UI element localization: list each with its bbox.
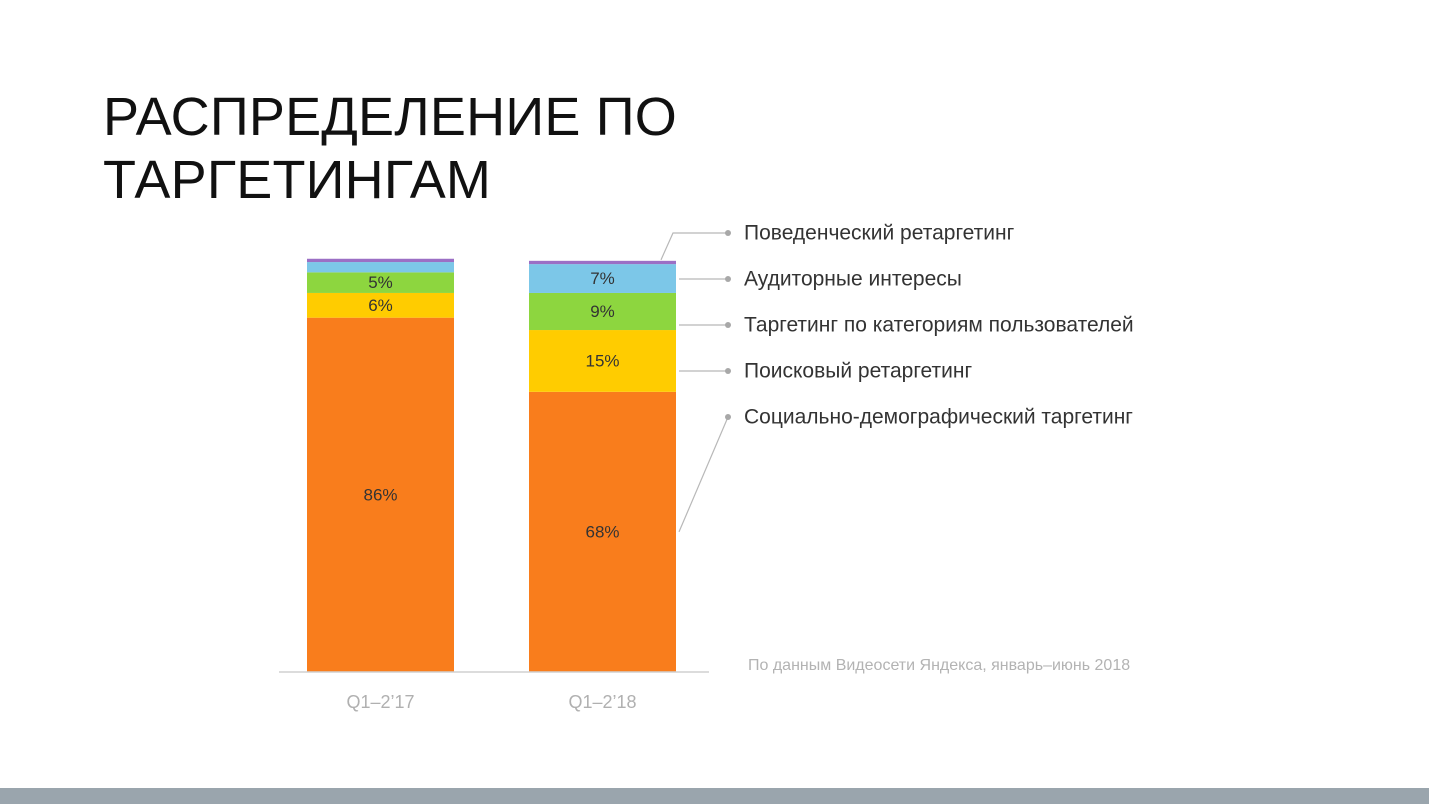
legend-dot-4 [725, 230, 731, 236]
bar-segment-1-1 [529, 330, 676, 392]
legend-dot-3 [725, 276, 731, 282]
data-label-1-3: 7% [590, 269, 615, 288]
bar-segment-1-0 [529, 391, 676, 672]
bar-segment-0-3 [307, 262, 454, 273]
data-label-1-1: 15% [585, 351, 619, 370]
legend-dot-0 [725, 414, 731, 420]
legend-dot-2 [725, 322, 731, 328]
bar-segment-1-4 [529, 260, 676, 265]
source-note: По данным Видеосети Яндекса, январь–июнь… [748, 657, 1131, 674]
legend-label-0: Социально-демографический таргетинг [744, 406, 1133, 429]
data-label-1-2: 9% [590, 302, 615, 321]
data-label-0-1: 6% [368, 296, 393, 315]
footer-bar [0, 788, 1429, 804]
category-label-0: Q1–2’17 [346, 692, 414, 712]
slide-title-line-1: РАСПРЕДЕЛЕНИЕ ПО [103, 87, 677, 147]
data-label-0-0: 86% [363, 485, 397, 504]
bar-segment-1-2 [529, 292, 676, 331]
bar-segment-0-4 [307, 258, 454, 263]
legend-dot-1 [725, 368, 731, 374]
bar-segment-1-3 [529, 264, 676, 293]
slide-title: РАСПРЕДЕЛЕНИЕ ПО ТАРГЕТИНГАМ [103, 86, 677, 212]
legend-label-2: Таргетинг по категориям пользователей [744, 314, 1134, 337]
data-label-1-0: 68% [585, 522, 619, 541]
slide-title-line-2: ТАРГЕТИНГАМ [103, 150, 492, 210]
bar-segment-0-2 [307, 272, 454, 293]
legend-leader-line-0 [678, 416, 729, 533]
category-label-1: Q1–2’18 [568, 692, 636, 712]
data-label-0-2: 5% [368, 273, 393, 292]
legend-label-4: Поведенческий ретаргетинг [744, 222, 1015, 245]
legend-leader-line-4 [660, 232, 728, 261]
legend-label-1: Поисковый ретаргетинг [744, 360, 972, 383]
legend-label-3: Аудиторные интересы [744, 268, 962, 291]
bar-segment-0-0 [307, 317, 454, 672]
bar-segment-0-1 [307, 292, 454, 318]
